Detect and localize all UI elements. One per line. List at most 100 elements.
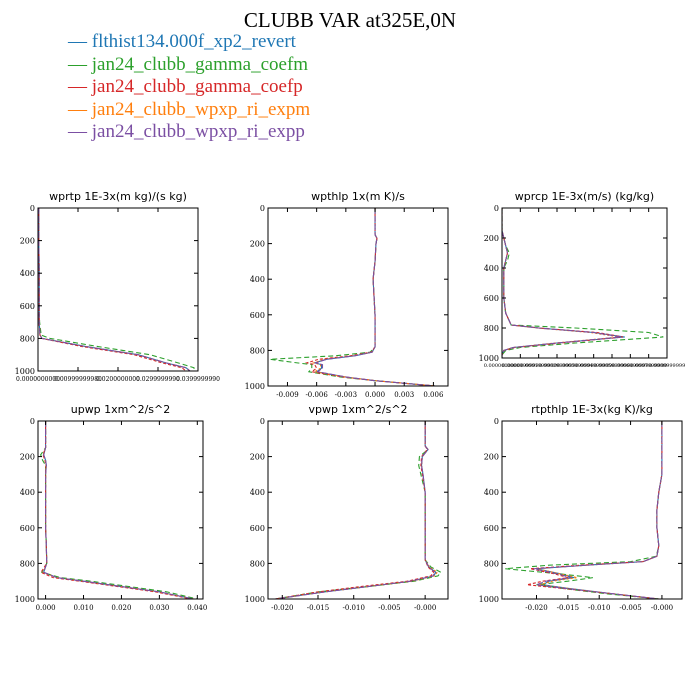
x-tick-label: -0.020: [525, 604, 547, 612]
x-tick-label: 0.0007999999: [630, 363, 667, 369]
y-tick-label: 600: [250, 311, 265, 320]
x-tick-label: -0.003: [335, 391, 357, 399]
series-line: [275, 421, 436, 599]
y-tick-label: 400: [484, 264, 499, 273]
y-tick-label: 800: [250, 559, 265, 568]
series-group: [502, 208, 664, 358]
y-tick-label: 0: [260, 417, 265, 426]
y-tick-label: 600: [484, 524, 499, 533]
y-tick-label: 400: [250, 488, 265, 497]
x-tick-label: -0.015: [307, 604, 329, 612]
x-tick-label: -0.000: [651, 604, 673, 612]
series-line: [313, 208, 436, 386]
x-tick-label: 0.0006999999: [612, 363, 649, 369]
series-line: [502, 208, 620, 358]
x-tick-label: 0.030: [149, 604, 169, 612]
x-tick-label: 0.0001999999: [520, 363, 557, 369]
y-tick-label: 1000: [245, 382, 265, 391]
legend-label: jan24_clubb_wpxp_ri_expm: [91, 98, 311, 120]
x-tick-label: 0.0299999990: [136, 376, 180, 383]
y-tick-label: 200: [20, 453, 35, 462]
plot-frame: [501, 207, 668, 359]
legend-label: jan24_clubb_gamma_coefm: [91, 53, 309, 75]
y-tick-label: 0: [494, 204, 499, 213]
y-tick-label: 1000: [479, 354, 499, 363]
plot-frame: [37, 207, 199, 372]
y-tick-label: 600: [250, 524, 265, 533]
chart-panel: rtpthlp 1E-3x(kg K)/kg 0 200 400 600 800 1000 -…: [479, 403, 683, 612]
legend-label: flthist134.000f_xp2_revert: [91, 31, 296, 52]
y-tick-label: 200: [484, 234, 499, 243]
series-line: [38, 208, 191, 371]
series-line: [38, 208, 195, 371]
series-group: [38, 208, 195, 371]
chart-panel: wpthlp 1x(m K)/s02004006008001000-0.009-…: [245, 190, 449, 399]
y-tick-label: 1000: [479, 595, 499, 604]
x-tick-label: 0.0399999990: [176, 376, 220, 383]
chart-panel: wprcp 1E-3x(m/s) (kg/kg) 0 200 400 600 800 100…: [479, 190, 686, 369]
legend-label: jan24_clubb_gamma_coefp: [91, 76, 303, 97]
x-tick-label: -0.015: [557, 604, 579, 612]
legend-dash: —: [68, 98, 92, 120]
chart-panel: vpwp 1xm^2/s^2 0 200 400 600 800 1000 -0.020 -0.…: [245, 403, 449, 612]
y-tick-label: 1000: [245, 595, 265, 604]
x-tick-label: 0.0003999999: [557, 363, 594, 369]
x-tick-label: -0.009: [276, 391, 298, 399]
legend-dash: —: [68, 76, 92, 97]
y-tick-label: 200: [250, 240, 265, 249]
series-line: [526, 421, 663, 599]
y-tick-label: 800: [20, 334, 35, 343]
x-tick-label: 0.000: [36, 604, 56, 612]
x-tick-label: 0.0000000000: [16, 376, 60, 383]
series-line: [536, 421, 663, 599]
plot-frame: [267, 207, 449, 387]
series-group: [275, 421, 442, 599]
series-group: [505, 421, 663, 599]
y-tick-label: 0: [260, 204, 265, 213]
series-line: [502, 208, 622, 358]
y-tick-label: 800: [250, 346, 265, 355]
series-line: [38, 208, 191, 371]
y-tick-label: 600: [20, 524, 35, 533]
legend-label: jan24_clubb_wpxp_ri_expp: [91, 121, 305, 142]
chart-panel: wprtp 1E-3x(m kg)/(s kg) 0 200 400 600 800 100…: [15, 190, 220, 383]
series-line: [275, 421, 439, 599]
series-line: [40, 421, 192, 599]
panel-title: upwp 1xm^2/s^2: [71, 403, 171, 416]
x-tick-label: 0.0004999999: [575, 363, 612, 369]
y-tick-label: 200: [20, 237, 35, 246]
y-tick-label: 0: [494, 417, 499, 426]
series-line: [304, 208, 436, 386]
legend-item: — flthist134.000f_xp2_revert: [68, 31, 310, 54]
page-title: CLUBB VAR at325E,0N: [243, 8, 457, 32]
series-line: [275, 421, 437, 599]
x-tick-label: 0.003: [394, 391, 414, 399]
y-tick-label: 1000: [15, 595, 35, 604]
y-tick-label: 0: [30, 204, 35, 213]
y-tick-label: 600: [20, 302, 35, 311]
legend-item: — jan24_clubb_wpxp_ri_expm: [68, 99, 310, 122]
legend-item: — jan24_clubb_gamma_coefp: [68, 76, 310, 99]
x-tick-label: -0.020: [271, 604, 293, 612]
y-tick-label: 400: [250, 275, 265, 284]
series-line: [533, 421, 663, 599]
y-tick-label: 800: [484, 559, 499, 568]
series-group: [269, 208, 436, 386]
panel-title: wprtp 1E-3x(m kg)/(s kg): [49, 190, 187, 203]
x-tick-label: 0.0000000000: [484, 363, 521, 369]
series-line: [38, 208, 187, 371]
x-tick-label: 0.0005999999: [594, 363, 631, 369]
series-line: [505, 421, 663, 599]
y-tick-label: 400: [484, 488, 499, 497]
legend-item: — jan24_clubb_gamma_coefm: [68, 54, 310, 77]
legend-dash: —: [68, 31, 92, 52]
series-line: [275, 421, 442, 599]
x-tick-label: 0.0008999999: [649, 363, 686, 369]
series-line: [38, 208, 191, 371]
y-tick-label: 800: [484, 324, 499, 333]
x-tick-label: 0.010: [73, 604, 93, 612]
series-line: [275, 421, 435, 599]
series-line: [43, 421, 194, 599]
